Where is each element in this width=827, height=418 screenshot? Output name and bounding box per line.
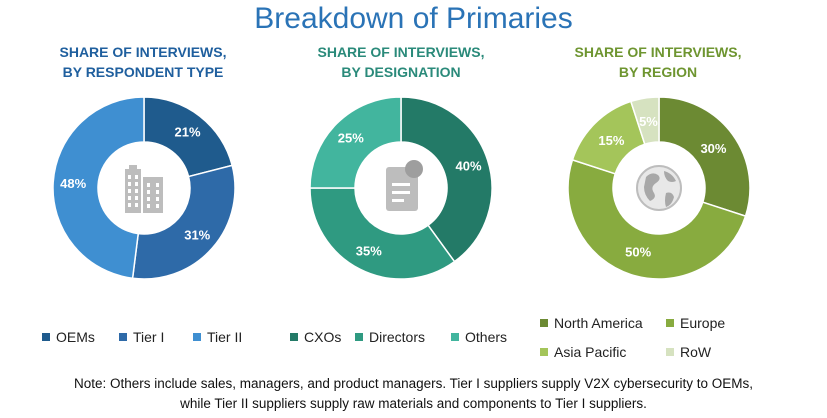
document-icon (386, 160, 423, 211)
chart-title-line2: BY DESIGNATION (341, 64, 461, 80)
legend-swatch (540, 348, 548, 356)
donut-slice-directors (309, 187, 456, 280)
legend-item-north-america: North America (540, 315, 643, 331)
legend-item-asia-pacific: Asia Pacific (540, 344, 626, 360)
legend-swatch (666, 348, 674, 356)
donut-chart-region: 30% 50% 15% 5% (567, 96, 751, 280)
legend-swatch (540, 319, 548, 327)
legend-swatch (355, 333, 363, 341)
legend-item-cxos: CXOs (290, 329, 341, 345)
chart-title-line1: SHARE OF INTERVIEWS, (317, 44, 485, 60)
chart-respondent-type: SHARE OF INTERVIEWS, BY RESPONDENT TYPE (8, 42, 278, 82)
legend-label: CXOs (304, 329, 342, 345)
donut-slice-tier-ii (52, 96, 145, 280)
footnote: Note: Others include sales, managers, an… (0, 374, 827, 414)
legend-item-row: RoW (666, 344, 711, 360)
legend-item-tier-i: Tier I (119, 329, 164, 345)
chart-title-line1: SHARE OF INTERVIEWS, (59, 44, 227, 60)
legend-label: RoW (680, 344, 712, 360)
slice-label: 35% (356, 244, 382, 259)
legend-swatch (42, 333, 50, 341)
slice-label: 48% (60, 176, 86, 191)
chart-designation: SHARE OF INTERVIEWS, BY DESIGNATION (266, 42, 536, 82)
legend-label: Tier I (133, 329, 165, 345)
legend-item-directors: Directors (355, 329, 425, 345)
footnote-line1: Note: Others include sales, managers, an… (73, 376, 754, 391)
slice-label: 31% (184, 227, 210, 242)
legend-label: Europe (680, 315, 726, 331)
slice-label: 25% (338, 130, 364, 145)
legend-label: OEMs (56, 329, 95, 345)
donut-slice-row (629, 96, 660, 146)
donut-slice-cxos (400, 96, 493, 263)
legend-label: Others (465, 329, 508, 345)
footnote-line2: while Tier II suppliers supply raw mater… (180, 396, 647, 411)
globe-icon (636, 165, 682, 211)
chart-title-line2: BY RESPONDENT TYPE (62, 64, 224, 80)
slice-label: 50% (625, 245, 651, 260)
slice-label: 30% (700, 141, 726, 156)
legend-item-others: Others (451, 329, 507, 345)
donut-chart-respondent-type: 21% 31% 48% (52, 96, 236, 280)
chart-region: SHARE OF INTERVIEWS, BY REGION (523, 42, 793, 82)
legend-swatch (119, 333, 127, 341)
donut-slice-tier-i (131, 164, 236, 280)
chart-title-region: SHARE OF INTERVIEWS, BY REGION (523, 42, 793, 82)
slice-label: 21% (174, 124, 200, 139)
chart-title-designation: SHARE OF INTERVIEWS, BY DESIGNATION (266, 42, 536, 82)
donut-slice-others (309, 96, 402, 189)
legend-item-europe: Europe (666, 315, 725, 331)
donut-slice-oems (143, 96, 234, 178)
legend-item-tier-ii: Tier II (193, 329, 242, 345)
chart-title-line1: SHARE OF INTERVIEWS, (574, 44, 742, 60)
legend-label: North America (554, 315, 643, 331)
legend-swatch (290, 333, 298, 341)
slice-label: 5% (639, 114, 658, 129)
slice-label: 40% (455, 159, 481, 174)
legend-swatch (193, 333, 201, 341)
chart-title-respondent-type: SHARE OF INTERVIEWS, BY RESPONDENT TYPE (8, 42, 278, 82)
legend-label: Asia Pacific (554, 344, 627, 360)
donut-slice-north-america (658, 96, 751, 218)
legend-label: Tier II (207, 329, 243, 345)
donut-chart-designation: 40% 35% 25% (309, 96, 493, 280)
donut-slice-europe (567, 158, 747, 280)
slice-label: 15% (598, 133, 624, 148)
legend-swatch (451, 333, 459, 341)
legend-label: Directors (369, 329, 426, 345)
chart-title-line2: BY REGION (618, 64, 698, 80)
main-title: Breakdown of Primaries (254, 2, 573, 35)
legend-swatch (666, 319, 674, 327)
legend-item-oems: OEMs (42, 329, 95, 345)
building-icon (125, 165, 163, 213)
